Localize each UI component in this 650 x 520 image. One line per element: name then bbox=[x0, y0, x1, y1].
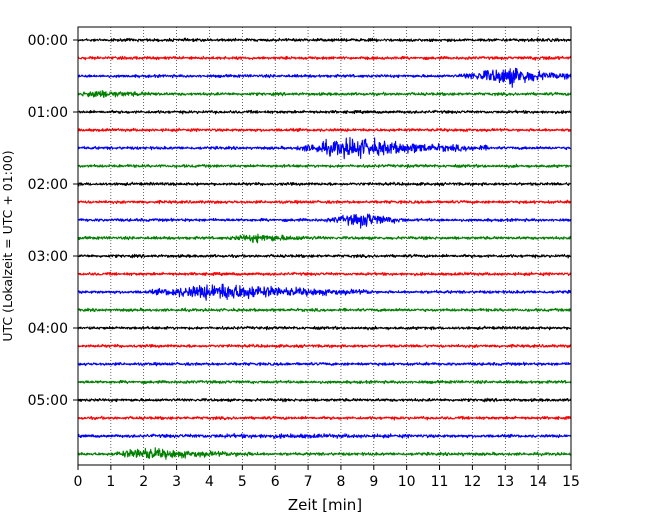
trace-line-10 bbox=[77, 213, 572, 229]
y-tick-label-04-00: 04:00 bbox=[28, 321, 68, 337]
trace-line-13 bbox=[77, 271, 572, 277]
y-tick-label-03-00: 03:00 bbox=[28, 249, 68, 265]
trace-line-4 bbox=[77, 109, 572, 115]
trace-line-15 bbox=[77, 307, 572, 313]
trace-line-18 bbox=[77, 361, 572, 367]
x-axis-label: Zeit [min] bbox=[288, 496, 362, 514]
trace-line-9 bbox=[77, 199, 572, 205]
x-tick-label-14: 14 bbox=[529, 474, 547, 490]
x-tick-label-3: 3 bbox=[172, 474, 181, 490]
seismogram-traces bbox=[77, 37, 572, 460]
trace-line-3 bbox=[77, 90, 572, 98]
x-tick-label-6: 6 bbox=[271, 474, 280, 490]
x-tick-label-13: 13 bbox=[496, 474, 514, 490]
x-tick-label-8: 8 bbox=[336, 474, 345, 490]
x-tick-label-11: 11 bbox=[431, 474, 449, 490]
x-tick-label-9: 9 bbox=[369, 474, 378, 490]
x-tick-label-12: 12 bbox=[463, 474, 481, 490]
trace-line-14 bbox=[77, 283, 572, 301]
x-tick-label-0: 0 bbox=[74, 474, 83, 490]
x-tick-label-10: 10 bbox=[398, 474, 416, 490]
x-tick-label-2: 2 bbox=[139, 474, 148, 490]
trace-line-6 bbox=[77, 136, 572, 160]
trace-line-2 bbox=[77, 67, 572, 88]
x-tick-label-5: 5 bbox=[238, 474, 247, 490]
x-tick-label-7: 7 bbox=[304, 474, 313, 490]
trace-line-0 bbox=[77, 37, 572, 43]
y-axis-label: UTC (Lokalzeit = UTC + 01:00) bbox=[0, 150, 15, 341]
axes-frame bbox=[77, 26, 572, 466]
trace-line-21 bbox=[77, 415, 572, 421]
trace-line-12 bbox=[77, 253, 572, 259]
y-tick-label-05-00: 05:00 bbox=[28, 393, 68, 409]
trace-line-17 bbox=[77, 343, 572, 349]
y-tick-label-01-00: 01:00 bbox=[28, 105, 68, 121]
y-tick-label-00-00: 00:00 bbox=[28, 33, 68, 49]
trace-line-23 bbox=[77, 447, 572, 460]
y-axis-ticks: 00:00 01:00 02:00 03:00 04:00 05:00 bbox=[28, 33, 78, 409]
x-tick-label-15: 15 bbox=[562, 474, 580, 490]
trace-line-8 bbox=[77, 181, 572, 187]
trace-line-1 bbox=[77, 55, 572, 61]
x-tick-label-1: 1 bbox=[106, 474, 115, 490]
trace-line-11 bbox=[77, 233, 572, 244]
x-axis-ticks: 0 1 2 3 4 5 6 7 8 9 10 11 12 13 14 15 bbox=[74, 465, 580, 490]
trace-line-7 bbox=[77, 163, 572, 169]
x-tick-label-4: 4 bbox=[205, 474, 214, 490]
trace-line-22 bbox=[77, 432, 572, 440]
trace-line-5 bbox=[77, 127, 572, 133]
y-tick-label-02-00: 02:00 bbox=[28, 177, 68, 193]
minute-gridlines bbox=[110, 27, 539, 465]
trace-line-19 bbox=[77, 379, 572, 385]
trace-line-16 bbox=[77, 325, 572, 331]
trace-line-20 bbox=[77, 397, 572, 403]
